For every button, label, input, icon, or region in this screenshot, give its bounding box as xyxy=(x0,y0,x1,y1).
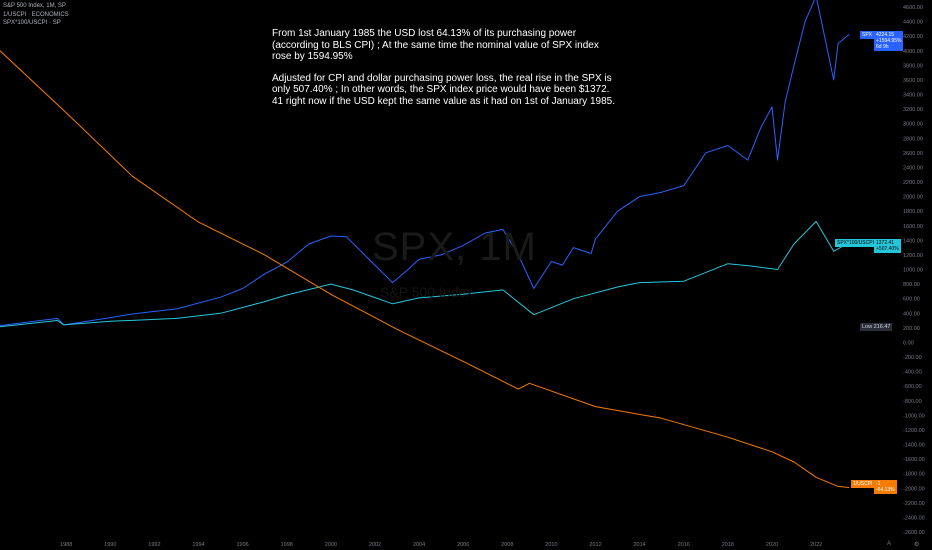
y-tick-label: 0.00 xyxy=(903,340,914,346)
x-tick-label: 2022 xyxy=(810,542,822,548)
spx-price: 4224.15 xyxy=(876,32,895,38)
auto-scale-button[interactable]: A xyxy=(887,541,892,547)
y-tick-label: -2600.00 xyxy=(903,530,925,536)
symbol-watermark: SPX, 1M xyxy=(372,225,537,269)
y-tick-label: -1600.00 xyxy=(903,457,925,463)
y-tick-label: 3400.00 xyxy=(903,93,923,99)
y-tick-label: 3000.00 xyxy=(903,122,923,128)
legend-real[interactable]: SPX*100/USCPI · SP xyxy=(3,20,61,26)
x-tick-label: 1998 xyxy=(281,542,293,548)
y-tick-label: -1000.00 xyxy=(903,413,925,419)
y-tick-label: 2800.00 xyxy=(903,136,923,142)
y-tick-label: 400.00 xyxy=(903,311,920,317)
y-tick-label: 2000.00 xyxy=(903,195,923,201)
y-tick-label: -1400.00 xyxy=(903,443,925,449)
x-tick-label: 1988 xyxy=(60,542,72,548)
series-line-spx xyxy=(0,0,850,327)
x-tick-label: 1992 xyxy=(148,542,160,548)
series-line-1-uscpi xyxy=(0,50,850,488)
low-label: Low xyxy=(862,324,873,330)
y-tick-label: 200.00 xyxy=(903,326,920,332)
series-line-spx-100-uscpi xyxy=(0,220,850,328)
y-tick-label: -400.00 xyxy=(903,370,922,376)
real-name-tag: SPX*100/USCPI xyxy=(835,239,876,247)
annotation-paragraph-1: From 1st January 1985 the USD lost 64.13… xyxy=(272,28,599,63)
series-layer xyxy=(0,0,850,488)
spx-countdown: 6d 9h xyxy=(876,44,889,50)
y-tick-label: -2400.00 xyxy=(903,515,925,521)
price-axis-background xyxy=(858,0,932,550)
x-tick-label: 2000 xyxy=(325,542,337,548)
real-change: +507.40% xyxy=(876,246,899,252)
y-tick-label: 3600.00 xyxy=(903,78,923,84)
chart-legend: S&P 500 Index, 1M, SP 1/USCPI · ECONOMIC… xyxy=(3,2,69,28)
y-tick-label: -2000.00 xyxy=(903,486,925,492)
y-tick-label: -600.00 xyxy=(903,384,922,390)
low-tag: Low 216.47 xyxy=(860,323,893,331)
y-tick-label: 800.00 xyxy=(903,282,920,288)
x-tick-label: 2016 xyxy=(678,542,690,548)
real-price-tag: 1372.41 +507.40% xyxy=(874,239,901,253)
time-axis[interactable]: 1988 1990 1992 1994 1996 1998 2000 2002 2004 2006… xyxy=(60,542,822,548)
y-tick-label: 4400.00 xyxy=(903,20,923,26)
x-tick-label: 2010 xyxy=(545,542,557,548)
y-tick-label: 4000.00 xyxy=(903,49,923,55)
spx-change: +1594.95% xyxy=(876,38,902,44)
y-tick-label: 1800.00 xyxy=(903,209,923,215)
x-tick-label: 2006 xyxy=(457,542,469,548)
text-annotation[interactable]: From 1st January 1985 the USD lost 64.13… xyxy=(272,28,618,118)
x-tick-label: 2002 xyxy=(369,542,381,548)
legend-spx[interactable]: S&P 500 Index, 1M, SP xyxy=(3,3,66,9)
low-value: 216.47 xyxy=(873,324,891,330)
usd-value: -1 xyxy=(876,481,881,487)
y-tick-label: 1200.00 xyxy=(903,253,923,259)
name-watermark: S&P 500 Index xyxy=(380,284,474,300)
y-tick-label: 4200.00 xyxy=(903,34,923,40)
usd-change: -64.13% xyxy=(876,487,895,493)
x-tick-label: 2012 xyxy=(589,542,601,548)
spx-name-tag: SPX xyxy=(860,31,875,39)
x-tick-label: 2014 xyxy=(634,542,646,548)
x-tick-label: 2008 xyxy=(501,542,513,548)
y-tick-label: -1800.00 xyxy=(903,472,925,478)
y-tick-label: -2200.00 xyxy=(903,501,925,507)
y-tick-label: -800.00 xyxy=(903,399,922,405)
y-tick-label: 1600.00 xyxy=(903,224,923,230)
usd-price-tag: -1 -64.13% xyxy=(874,480,897,494)
usd-name-tag: 1/USCPI xyxy=(851,480,875,488)
y-tick-label: -200.00 xyxy=(903,355,922,361)
y-tick-label: 4600.00 xyxy=(903,5,923,11)
y-tick-label: 600.00 xyxy=(903,297,920,303)
x-tick-label: 1996 xyxy=(236,542,248,548)
y-tick-label: 2400.00 xyxy=(903,165,923,171)
legend-usd[interactable]: 1/USCPI · ECONOMICS xyxy=(3,11,69,18)
spx-price-tag: 4224.15 +1594.95% 6d 9h xyxy=(874,31,904,51)
x-tick-label: 2018 xyxy=(722,542,734,548)
settings-icon[interactable]: ⚙ xyxy=(914,542,920,548)
x-tick-label: 2020 xyxy=(766,542,778,548)
y-tick-label: 2200.00 xyxy=(903,180,923,186)
y-tick-label: -1200.00 xyxy=(903,428,925,434)
real-price: 1372.41 xyxy=(876,240,895,246)
y-tick-label: 3200.00 xyxy=(903,107,923,113)
x-tick-label: 1990 xyxy=(104,542,116,548)
x-tick-label: 1994 xyxy=(192,542,204,548)
y-tick-label: 2600.00 xyxy=(903,151,923,157)
y-tick-label: 3800.00 xyxy=(903,63,923,69)
x-tick-label: 2004 xyxy=(413,542,425,548)
price-axis[interactable]: 4600.00 4400.00 4200.00 4000.00 3800.00 3600.… xyxy=(858,0,932,550)
y-tick-label: 1400.00 xyxy=(903,238,923,244)
annotation-paragraph-2: Adjusted for CPI and dollar purchasing p… xyxy=(272,72,615,107)
y-tick-label: 1000.00 xyxy=(903,268,923,274)
